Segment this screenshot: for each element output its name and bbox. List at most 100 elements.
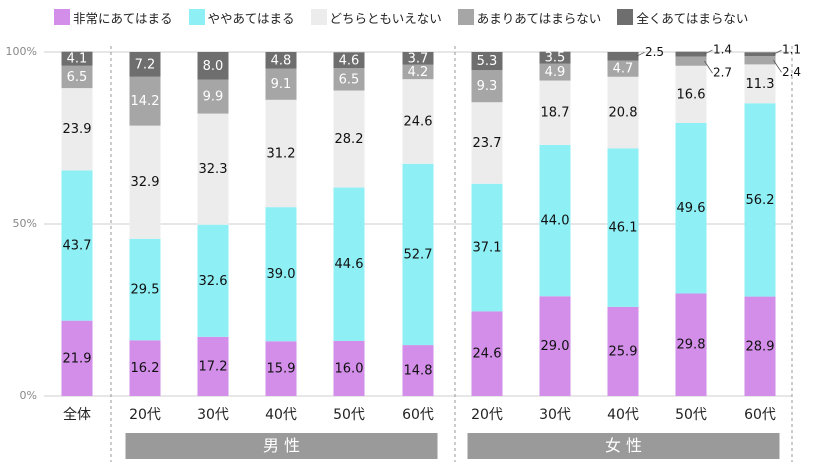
bar-segment xyxy=(197,79,229,114)
label-leader xyxy=(636,51,645,57)
data-label: 56.2 xyxy=(746,193,775,208)
data-label: 16.6 xyxy=(677,87,706,102)
bar-segment xyxy=(61,88,93,171)
bar-segment xyxy=(471,311,503,396)
data-label: 3.5 xyxy=(545,51,566,66)
data-label: 49.6 xyxy=(677,201,706,216)
label-leader xyxy=(773,60,782,73)
x-tick-label: 30代 xyxy=(539,407,571,423)
legend-swatch xyxy=(54,9,70,25)
bar-segment xyxy=(265,68,297,100)
x-tick-label: 全体 xyxy=(63,406,91,423)
bar-segment xyxy=(675,122,707,294)
data-label: 14.2 xyxy=(131,94,160,109)
bar-segment xyxy=(744,64,776,104)
x-tick-label: 40代 xyxy=(265,407,297,423)
bar-segment xyxy=(471,183,503,312)
data-label: 16.2 xyxy=(131,361,160,376)
bar-segment xyxy=(61,65,93,89)
y-tick-label: 0% xyxy=(20,389,37,402)
data-label: 29.5 xyxy=(131,283,160,298)
x-tick-label: 30代 xyxy=(197,407,229,423)
bar-segment xyxy=(539,144,571,297)
bar-segment xyxy=(607,306,639,396)
legend: 非常にあてはまる ややあてはまる どちらともいえない あまりあてはまらない 全くあてはま… xyxy=(54,6,764,28)
data-label: 14.8 xyxy=(404,364,433,379)
bar-segment xyxy=(471,70,503,103)
bar-segment xyxy=(675,51,707,57)
bar-segment xyxy=(607,60,639,77)
legend-label: ややあてはまる xyxy=(207,10,295,26)
bar-segment xyxy=(333,90,365,188)
bar-segment xyxy=(675,56,707,66)
data-label: 6.5 xyxy=(339,72,360,87)
bar-segment xyxy=(265,52,297,69)
legend-label: 全くあてはまらない xyxy=(636,10,749,26)
legend-item: ややあてはまる xyxy=(188,8,295,27)
bar-segment xyxy=(539,296,571,396)
y-tick-label: 50% xyxy=(13,217,37,230)
legend-item: どちらともいえない xyxy=(310,8,442,27)
legend-swatch xyxy=(617,9,634,25)
bar-segment xyxy=(744,103,776,297)
bar-segment xyxy=(333,52,365,69)
x-tick-label: 60代 xyxy=(744,407,776,423)
x-tick-label: 20代 xyxy=(129,407,161,423)
bar-segment xyxy=(61,170,93,321)
bar-segment xyxy=(539,63,571,81)
bar-segment xyxy=(607,52,639,61)
data-label: 18.7 xyxy=(541,106,570,121)
label-leader xyxy=(704,60,713,74)
data-label: 4.2 xyxy=(408,65,429,80)
legend-label: どちらともいえない xyxy=(329,10,442,26)
x-tick-label: 20代 xyxy=(471,407,503,423)
bar-segment xyxy=(129,125,161,239)
group-banner xyxy=(467,433,780,459)
data-label: 3.7 xyxy=(408,51,429,66)
legend-swatch xyxy=(457,9,474,25)
data-label: 4.7 xyxy=(613,62,634,77)
bar-segment xyxy=(265,99,297,208)
x-tick-label: 50代 xyxy=(333,407,365,423)
legend-label: あまりあてはまらない xyxy=(476,10,602,26)
bar-segment xyxy=(744,52,776,57)
group-label: 男 性 xyxy=(263,436,300,455)
data-label: 17.2 xyxy=(199,359,228,374)
data-label: 4.9 xyxy=(545,65,566,80)
x-tick-label: 40代 xyxy=(607,407,639,423)
bar-segment xyxy=(402,345,434,396)
bar-segment xyxy=(197,113,229,225)
data-label: 32.3 xyxy=(199,162,228,177)
data-label: 11.3 xyxy=(746,77,775,92)
bar-segment xyxy=(744,296,776,396)
data-label: 7.2 xyxy=(135,57,156,72)
bar-segment xyxy=(607,76,639,149)
data-label: 37.1 xyxy=(473,241,502,256)
data-label: 2.5 xyxy=(645,45,664,59)
legend-item: あまりあてはまらない xyxy=(457,8,602,27)
data-label: 24.6 xyxy=(404,114,433,129)
data-label: 29.0 xyxy=(541,339,570,354)
data-label: 25.9 xyxy=(609,344,638,359)
bar-segment xyxy=(471,102,503,184)
bar-segment xyxy=(402,52,434,65)
bar-segment xyxy=(61,320,93,396)
data-label: 8.0 xyxy=(203,59,224,74)
data-label: 9.1 xyxy=(271,77,292,92)
group-banner xyxy=(125,433,438,459)
data-label: 44.6 xyxy=(335,257,364,272)
data-label: 15.9 xyxy=(267,362,296,377)
bar-segment xyxy=(129,52,161,77)
bar-segment xyxy=(197,52,229,80)
data-label: 4.6 xyxy=(339,53,360,68)
data-label: 5.3 xyxy=(477,54,498,69)
data-label: 23.7 xyxy=(473,136,502,151)
data-label: 9.9 xyxy=(203,90,224,105)
label-leader xyxy=(704,49,713,55)
bar-segment xyxy=(402,64,434,80)
data-label: 16.0 xyxy=(335,361,364,376)
data-label: 24.6 xyxy=(473,347,502,362)
data-label: 39.0 xyxy=(267,267,296,282)
data-label: 28.2 xyxy=(335,132,364,147)
